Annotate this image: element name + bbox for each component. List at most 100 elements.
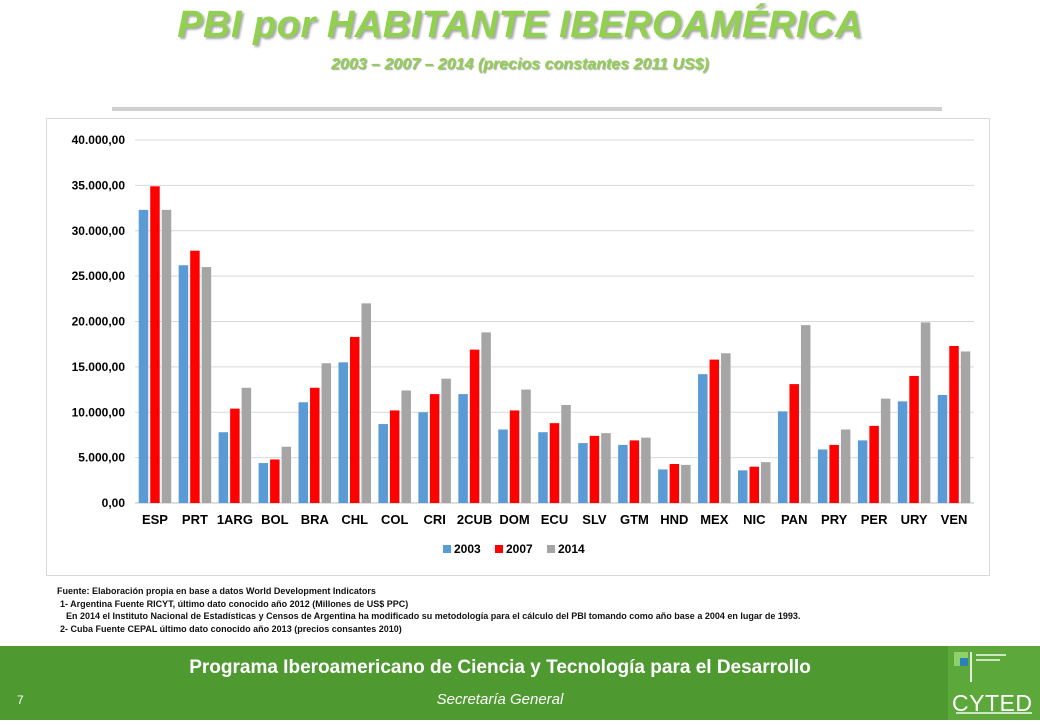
note-argentina-detail: En 2014 el Instituto Nacional de Estadís… (66, 611, 801, 621)
x-tick-label: 1ARG (217, 512, 253, 527)
x-tick-label: ESP (142, 512, 168, 527)
bar-2007-HND (669, 463, 680, 503)
bar-2014-GTM (641, 437, 651, 503)
source-note: Fuente: Elaboración propia en base a dat… (57, 586, 376, 596)
y-tick-label: 35.000,00 (72, 178, 126, 192)
bar-2003-HND (658, 469, 668, 503)
bar-2003-PRT (178, 265, 189, 503)
x-tick-label: CRI (423, 512, 445, 527)
y-tick-label: 20.000,00 (72, 315, 126, 329)
bar-2014-SLV (601, 433, 611, 503)
bar-2003-COL (378, 424, 388, 503)
y-tick-label: 0,00 (102, 496, 126, 510)
bar-2003-CRI (418, 412, 428, 503)
bar-2007-ECU (549, 423, 560, 503)
bar-2007-PER (869, 425, 879, 503)
x-tick-label: BRA (301, 512, 330, 527)
bar-2007-BRA (310, 387, 320, 503)
x-tick-label: ECU (541, 512, 568, 527)
legend-label-2003: 2003 (454, 542, 481, 556)
x-tick-label: PER (861, 512, 888, 527)
bar-2003-URY (897, 401, 908, 503)
bar-2003-PER (857, 440, 868, 503)
bar-2007-VEN (949, 346, 959, 503)
bar-2003-GTM (618, 444, 628, 503)
bar-2007-PAN (789, 384, 799, 503)
logo-text: CYTED (952, 690, 1033, 716)
bar-2003-PRY (817, 449, 828, 503)
bar-2007-2CUB (469, 349, 480, 503)
bar-2014-PRT (201, 267, 212, 503)
bar-2003-1ARG (218, 432, 229, 503)
bar-2003-SLV (578, 443, 588, 503)
footer-bar: Programa Iberoamericano de Ciencia y Tec… (0, 646, 1040, 720)
x-tick-label: DOM (499, 512, 529, 527)
bar-2014-NIC (761, 462, 771, 503)
bar-2014-DOM (521, 389, 531, 503)
x-tick-label: 2CUB (457, 512, 492, 527)
bar-2007-MEX (709, 359, 720, 503)
bar-2003-ECU (538, 432, 548, 503)
bar-2014-ECU (561, 404, 571, 503)
bar-2014-CRI (441, 378, 451, 503)
bar-2014-PRY (840, 429, 851, 503)
bar-2014-CHL (361, 303, 371, 503)
bar-2014-HND (681, 464, 691, 503)
cyted-logo: CYTED (948, 646, 1040, 720)
y-tick-label: 25.000,00 (72, 269, 126, 283)
y-tick-label: 15.000,00 (72, 360, 126, 374)
bar-2014-PAN (800, 325, 811, 503)
legend-label-2014: 2014 (558, 542, 585, 556)
bar-2014-1ARG (241, 387, 252, 503)
bar-chart: 0,00 5.000,00 10.000,00 15.000,00 20.000,00 2… (72, 133, 974, 556)
y-tick-label: 30.000,00 (72, 224, 126, 238)
bar-2014-URY (920, 322, 931, 503)
legend-swatch-2014 (547, 545, 555, 553)
bar-2003-VEN (937, 395, 948, 503)
bar-2007-BOL (270, 459, 280, 503)
bar-2003-MEX (698, 374, 708, 503)
x-tick-label: BOL (261, 512, 289, 527)
page-number: 7 (17, 693, 24, 707)
bar-2014-BRA (321, 363, 332, 503)
bar-2014-VEN (960, 351, 971, 503)
slide-subtitle: 2003 – 2007 – 2014 (precios constantes 2… (331, 56, 709, 73)
bar-2007-CHL (349, 336, 360, 503)
x-tick-label: COL (381, 512, 409, 527)
bar-2007-SLV (589, 435, 600, 503)
legend-swatch-2003 (443, 545, 451, 553)
bar-2003-PAN (777, 411, 788, 503)
legend-swatch-2007 (495, 545, 503, 553)
bar-2014-2CUB (481, 332, 491, 503)
bar-2003-ESP (138, 209, 149, 503)
bar-2007-PRY (829, 444, 839, 503)
x-tick-label: PRY (821, 512, 848, 527)
bar-2003-DOM (498, 429, 508, 503)
footer-title: Programa Iberoamericano de Ciencia y Tec… (189, 657, 811, 678)
cyted-logo-icon (954, 652, 1032, 714)
footnotes: Fuente: Elaboración propia en base a dat… (57, 585, 997, 635)
bar-2014-ESP (161, 209, 172, 503)
y-tick-label: 40.000,00 (72, 133, 126, 147)
bar-2007-CRI (429, 394, 440, 503)
x-tick-label: PRT (182, 512, 208, 527)
bar-2007-PRT (190, 250, 200, 503)
footer-subtitle: Secretaría General (436, 691, 564, 708)
bar-2007-NIC (749, 466, 760, 503)
x-tick-label: GTM (620, 512, 649, 527)
x-tick-label: PAN (781, 512, 807, 527)
bar-2007-ESP (150, 186, 160, 503)
bar-2007-GTM (629, 440, 640, 503)
bar-2007-URY (909, 375, 919, 503)
slide-title: PBI por HABITANTE IBEROAMÉRICA (177, 4, 863, 46)
bar-2003-BRA (298, 402, 309, 503)
bar-2014-BOL (281, 446, 292, 503)
bar-2007-COL (389, 410, 400, 503)
bar-2014-COL (401, 390, 411, 503)
title-divider (112, 107, 942, 111)
legend-label-2007: 2007 (506, 542, 533, 556)
bar-2014-MEX (721, 353, 731, 503)
chart-frame: 0,00 5.000,00 10.000,00 15.000,00 20.000,00 2… (46, 118, 990, 576)
y-tick-label: 5.000,00 (78, 451, 125, 465)
bar-2003-NIC (738, 470, 748, 503)
